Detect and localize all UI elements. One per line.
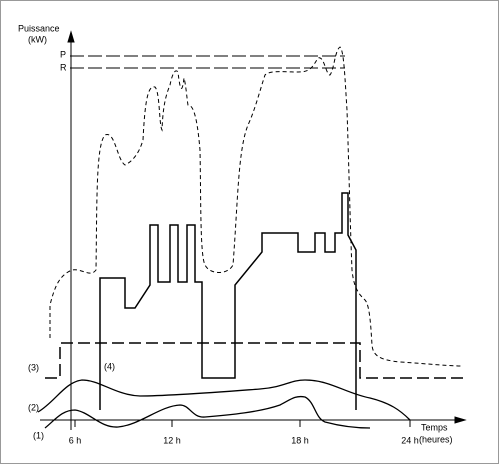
level-label: P	[60, 49, 66, 59]
curve-2	[37, 379, 411, 421]
curve-1	[44, 395, 371, 429]
x-tick-label: 24 h	[401, 435, 419, 445]
x-title: Temps	[421, 422, 448, 432]
y-arrow	[67, 30, 75, 43]
curve-3	[45, 342, 465, 379]
x-tick-label: 12 h	[163, 435, 181, 445]
x-unit: (heures)	[419, 434, 453, 444]
x-tick-label: 18 h	[291, 435, 309, 445]
x-arrow	[454, 416, 467, 424]
curve-label: (2)	[28, 402, 39, 412]
curve-label: (3)	[28, 362, 39, 372]
axes	[40, 30, 467, 430]
curve-total	[49, 46, 463, 367]
curve-4	[99, 192, 357, 410]
curve-label: (4)	[104, 361, 115, 371]
y-title: Puissance	[18, 23, 60, 33]
x-tick-label: 6 h	[69, 435, 82, 445]
level-label: R	[60, 62, 67, 72]
curve-label: (1)	[33, 430, 44, 440]
y-unit: (kW)	[28, 34, 47, 44]
